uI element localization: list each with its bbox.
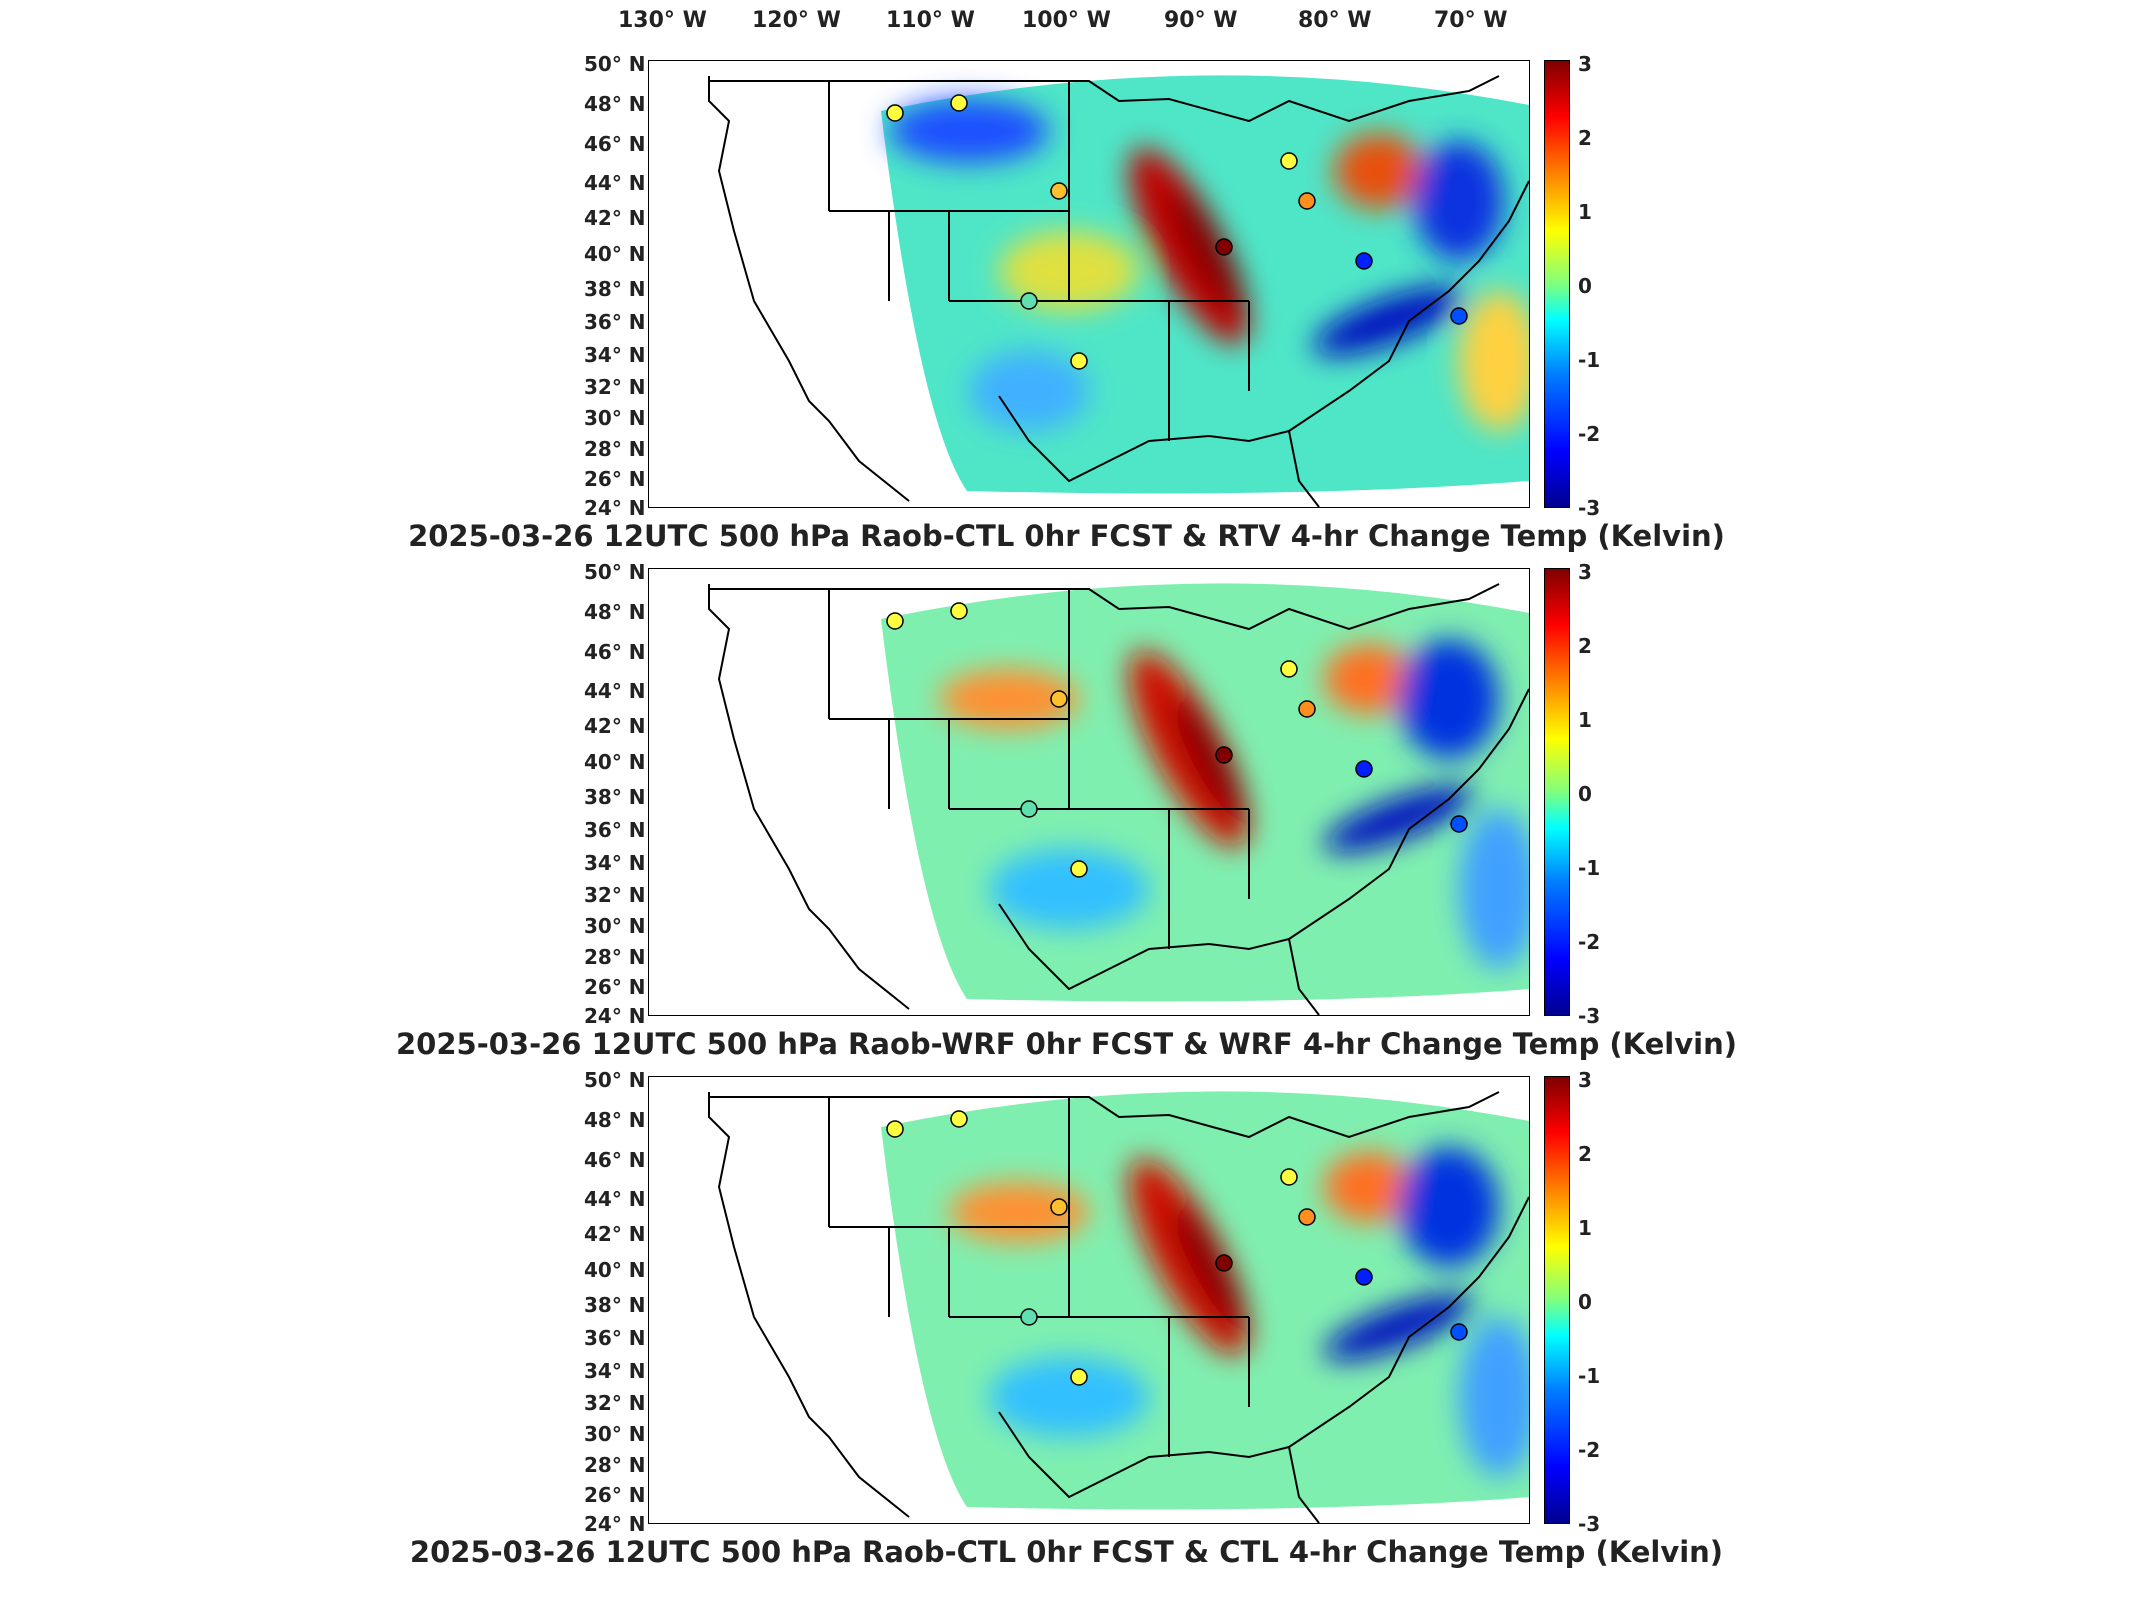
colorbar-tick: -2 [1578,422,1601,446]
colorbar-tick: 0 [1578,782,1592,806]
colorbar-tick: -2 [1578,1438,1601,1462]
lon-label-80w: 80° W [1298,8,1372,33]
lat-label-42n: 42° N [584,1222,646,1246]
lon-label-70w: 70° W [1434,8,1508,33]
lat-label-36n: 36° N [584,1326,646,1350]
colorbar-tick: 0 [1578,274,1592,298]
coastlines [708,583,1529,1015]
lat-label-48n: 48° N [584,600,646,624]
lat-label-36n: 36° N [584,818,646,842]
lat-label-48n: 48° N [584,92,646,116]
lat-label-30n: 30° N [584,406,646,430]
station-markers [886,94,1468,370]
lat-label-30n: 30° N [584,1422,646,1446]
lat-label-26n: 26° N [584,975,646,999]
lat-label-40n: 40° N [584,750,646,774]
lat-label-44n: 44° N [584,1187,646,1211]
lon-label-90w: 90° W [1164,8,1238,33]
lat-label-24n: 24° N [584,1004,646,1028]
colorbar-tick: 2 [1578,126,1592,150]
lat-label-34n: 34° N [584,1359,646,1383]
map-panel-2: 50° N 48° N 46° N 44° N 42° N 40° N 38° … [0,560,2133,1066]
map-panel-1: 50° N 48° N 46° N 44° N 42° N 40° N 38° … [0,52,2133,558]
lat-label-34n: 34° N [584,851,646,875]
lat-label-24n: 24° N [584,496,646,520]
panel-title: 2025-03-26 12UTC 500 hPa Raob-WRF 0hr FC… [395,1027,1737,1061]
lat-label-42n: 42° N [584,714,646,738]
lat-label-46n: 46° N [584,640,646,664]
colorbar-tick: 3 [1578,560,1592,584]
lon-label-110w: 110° W [886,8,975,33]
lat-label-30n: 30° N [584,914,646,938]
lat-label-34n: 34° N [584,343,646,367]
map-frame [648,568,1530,1016]
colorbar-tick: -2 [1578,930,1601,954]
lat-label-32n: 32° N [584,1391,646,1415]
colorbar-tick: -1 [1578,348,1601,372]
colorbar [1544,60,1570,508]
lat-label-44n: 44° N [584,679,646,703]
colorbar-tick: -3 [1578,496,1601,520]
colorbar-tick: 2 [1578,1142,1592,1166]
lat-label-28n: 28° N [584,1453,646,1477]
colorbar-tick: 0 [1578,1290,1592,1314]
station-markers [886,602,1468,878]
map-frame [648,1076,1530,1524]
colorbar-tick: 3 [1578,52,1592,76]
lon-label-130w: 130° W [618,8,707,33]
lat-label-26n: 26° N [584,467,646,491]
lat-label-24n: 24° N [584,1512,646,1536]
panel-title: 2025-03-26 12UTC 500 hPa Raob-CTL 0hr FC… [408,519,1725,553]
temperature-map [708,583,1529,1015]
lat-label-42n: 42° N [584,206,646,230]
temperature-map [708,75,1529,507]
temperature-field [939,639,1529,969]
colorbar-tick: -1 [1578,856,1601,880]
map-panel-3: 50° N 48° N 46° N 44° N 42° N 40° N 38° … [0,1068,2133,1574]
temperature-field [889,99,1529,431]
colorbar-tick: 1 [1578,708,1592,732]
colorbar-tick: 3 [1578,1068,1592,1092]
colorbar-tick: -3 [1578,1512,1601,1536]
temperature-field [949,1147,1529,1477]
lon-label-100w: 100° W [1022,8,1111,33]
temperature-map [708,1091,1529,1523]
lat-label-36n: 36° N [584,310,646,334]
lat-label-26n: 26° N [584,1483,646,1507]
colorbar-tick: -3 [1578,1004,1601,1028]
lat-label-44n: 44° N [584,171,646,195]
lat-label-32n: 32° N [584,883,646,907]
colorbar [1544,1076,1570,1524]
lat-label-28n: 28° N [584,437,646,461]
lat-label-38n: 38° N [584,277,646,301]
lat-label-38n: 38° N [584,785,646,809]
colorbar-tick: 1 [1578,200,1592,224]
map-frame [648,60,1530,508]
lat-label-32n: 32° N [584,375,646,399]
lat-label-48n: 48° N [584,1108,646,1132]
colorbar-tick: -1 [1578,1364,1601,1388]
coastlines [708,1091,1529,1523]
lat-label-46n: 46° N [584,132,646,156]
lat-label-40n: 40° N [584,242,646,266]
lat-label-40n: 40° N [584,1258,646,1282]
coastlines [708,75,1529,507]
colorbar-tick: 2 [1578,634,1592,658]
panel-title: 2025-03-26 12UTC 500 hPa Raob-CTL 0hr FC… [409,1535,1724,1569]
colorbar-tick: 1 [1578,1216,1592,1240]
lat-label-38n: 38° N [584,1293,646,1317]
lat-label-46n: 46° N [584,1148,646,1172]
lat-label-50n: 50° N [584,1068,646,1092]
lon-label-120w: 120° W [752,8,841,33]
lat-label-50n: 50° N [584,52,646,76]
lat-label-28n: 28° N [584,945,646,969]
lat-label-50n: 50° N [584,560,646,584]
station-markers [886,1110,1468,1386]
colorbar [1544,568,1570,1016]
